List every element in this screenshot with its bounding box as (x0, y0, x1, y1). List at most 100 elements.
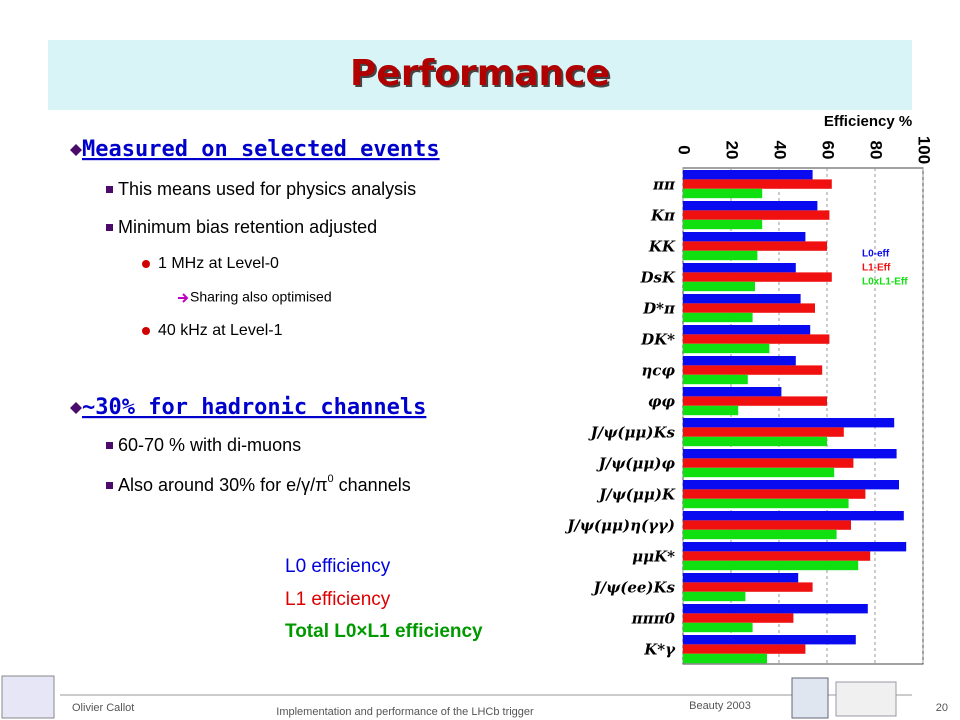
title: Performance (350, 53, 610, 94)
x-tick-label: 80 (867, 141, 886, 160)
bar (683, 303, 815, 313)
bar (683, 241, 827, 251)
bar (683, 635, 856, 645)
bar (683, 560, 859, 571)
title-band (48, 40, 912, 110)
bar (683, 604, 868, 614)
bar (683, 179, 832, 189)
item: Sharing also optimised (190, 289, 332, 305)
y-tick-label: ππ (652, 176, 676, 194)
y-tick-label: K*γ (643, 641, 676, 659)
bullet (106, 442, 113, 449)
y-tick-label: DsK (640, 269, 676, 287)
arrow (178, 293, 189, 303)
bar (683, 427, 844, 437)
bar (683, 644, 806, 654)
item: 1 MHz at Level-0 (158, 255, 279, 272)
bar (683, 210, 830, 220)
bullet (70, 144, 82, 156)
bar (683, 529, 837, 540)
x-tick-label: 40 (771, 141, 790, 160)
bar (683, 458, 854, 468)
note: L1 efficiency (285, 589, 391, 610)
footer-author: Olivier Callot (72, 702, 134, 714)
bar (683, 511, 904, 521)
chart: Efficiency % 0 20 40 60 80 100 ππ Kπ KK DsK D*π DK* η… (564, 113, 934, 665)
x-tick-label: 100 (915, 136, 934, 164)
bar (683, 489, 866, 499)
heading: Measured on selected events (82, 137, 440, 162)
bar (683, 449, 897, 459)
y-tick-label: πππ0 (631, 610, 676, 628)
y-tick-label: J/ψ(μμ)φ (596, 455, 676, 473)
bar (683, 343, 770, 354)
logo (835, 681, 897, 717)
item: 40 kHz at Level-1 (158, 322, 283, 339)
bar (683, 232, 806, 242)
bar (683, 520, 851, 530)
bullet (70, 402, 82, 414)
bar (683, 622, 753, 633)
bar (683, 436, 827, 447)
bar (683, 498, 849, 509)
bar (683, 573, 799, 583)
y-tick-label: D*π (642, 300, 676, 318)
bar (683, 334, 830, 344)
bar (683, 294, 801, 304)
bar (683, 418, 895, 428)
bar (683, 542, 907, 552)
note: Total L0×L1 efficiency (285, 621, 483, 642)
y-tick-label: J/ψ(μμ)K (596, 486, 676, 504)
bar (683, 188, 763, 199)
y-tick-label: DK* (640, 331, 675, 349)
bullet (142, 260, 150, 268)
y-tick-label: J/ψ(μμ)Ks (588, 424, 676, 442)
y-tick-label: KK (648, 238, 676, 256)
bar (683, 467, 835, 478)
title-shadow: Performance (352, 55, 612, 96)
legend-entry: L0xL1-Eff (862, 277, 908, 288)
legend-entry: L1-Eff (862, 263, 891, 274)
item: Also around 30% for e/γ/π0 channels (118, 473, 411, 495)
bar (683, 396, 827, 406)
bullet (106, 482, 113, 489)
legend-entry: L0-eff (862, 249, 890, 260)
bar (683, 653, 767, 664)
x-tick-label: 20 (723, 141, 742, 160)
bar (683, 387, 782, 397)
bar (683, 170, 813, 180)
bar (683, 405, 739, 416)
bullet (106, 224, 113, 231)
heading: ~30% for hadronic channels (82, 395, 426, 420)
x-tick-label: 0 (675, 145, 694, 154)
bar (683, 219, 763, 230)
y-tick-label: J/ψ(ee)Ks (591, 579, 676, 597)
bar (683, 551, 871, 561)
footer-page: 20 (936, 702, 948, 714)
bar (683, 281, 755, 292)
bar (683, 250, 758, 261)
bar (683, 374, 748, 385)
bullet (142, 327, 150, 335)
y-tick-label: μμK* (632, 548, 675, 566)
bar (683, 201, 818, 211)
x-tick-label: 60 (819, 141, 838, 160)
y-tick-label: Kπ (650, 207, 676, 225)
bar (683, 356, 796, 366)
item: Minimum bias retention adjusted (118, 217, 377, 237)
x-axis-label: Efficiency % (824, 113, 912, 130)
bar (683, 365, 823, 375)
footer-talk: Implementation and performance of the LH… (276, 706, 534, 718)
bar (683, 591, 746, 602)
logo (1, 675, 55, 719)
y-tick-label: ηcφ (641, 362, 675, 380)
bullet (106, 186, 113, 193)
y-tick-label: J/ψ(μμ)η(γγ) (564, 517, 675, 535)
item: 60-70 % with di-muons (118, 435, 301, 455)
bar (683, 480, 899, 490)
bar (683, 312, 753, 323)
note: L0 efficiency (285, 556, 391, 577)
y-tick-label: φφ (648, 393, 676, 411)
logo (791, 677, 829, 719)
